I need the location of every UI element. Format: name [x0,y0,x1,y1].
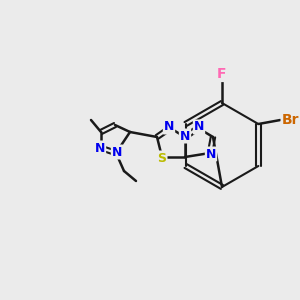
Text: N: N [194,121,204,134]
Text: F: F [217,67,227,81]
Text: N: N [112,146,122,158]
Text: N: N [180,130,190,142]
Text: N: N [95,142,105,154]
Text: N: N [164,121,174,134]
Text: N: N [206,148,216,160]
Text: Br: Br [282,113,299,127]
Text: S: S [158,152,166,164]
